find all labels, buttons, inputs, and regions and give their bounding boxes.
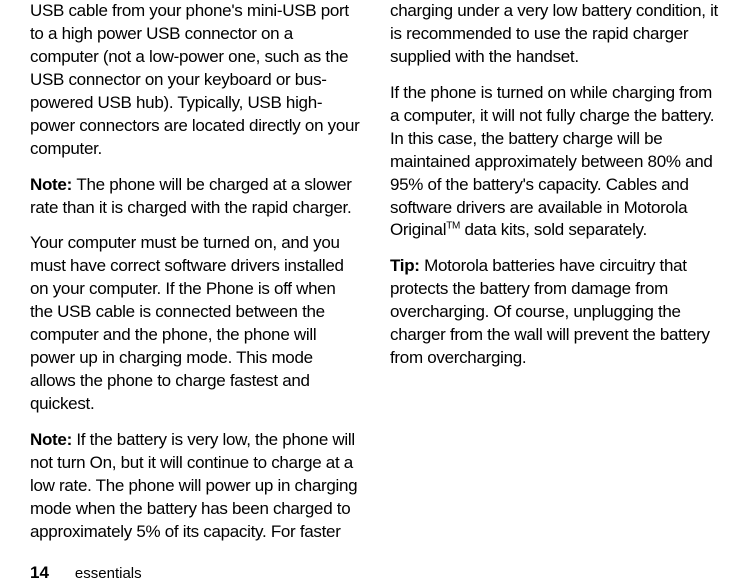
body-text: If the phone is turned on while charging… bbox=[390, 83, 714, 240]
note-label: Note: bbox=[30, 175, 76, 194]
body-para: USB cable from your phone's mini-USB por… bbox=[30, 0, 362, 161]
note-label: Note: bbox=[30, 430, 76, 449]
trademark-symbol: TM bbox=[446, 221, 460, 232]
body-para: If the phone is turned on while charging… bbox=[390, 82, 722, 243]
body-para: Your computer must be turned on, and you… bbox=[30, 232, 362, 416]
tip-label: Tip: bbox=[390, 256, 424, 275]
body-text: data kits, sold separately. bbox=[460, 220, 647, 239]
tip-para: Tip: Motorola batteries have circuitry t… bbox=[390, 255, 722, 370]
section-name: essentials bbox=[75, 565, 142, 582]
note-text: If the battery is very low, the phone wi… bbox=[30, 430, 357, 541]
left-column: USB cable from your phone's mini-USB por… bbox=[30, 0, 362, 557]
tip-text: Motorola batteries have circuitry that p… bbox=[390, 256, 710, 367]
note-para: Note: The phone will be charged at a slo… bbox=[30, 174, 362, 220]
content-area: USB cable from your phone's mini-USB por… bbox=[30, 0, 722, 557]
footer: 14 essentials bbox=[30, 557, 722, 583]
note-text: The phone will be charged at a slower ra… bbox=[30, 175, 352, 217]
right-column: charging under a very low battery condit… bbox=[390, 0, 722, 557]
page-number: 14 bbox=[30, 563, 49, 583]
note-para: Note: If the battery is very low, the ph… bbox=[30, 429, 362, 544]
body-para: charging under a very low battery condit… bbox=[390, 0, 722, 69]
